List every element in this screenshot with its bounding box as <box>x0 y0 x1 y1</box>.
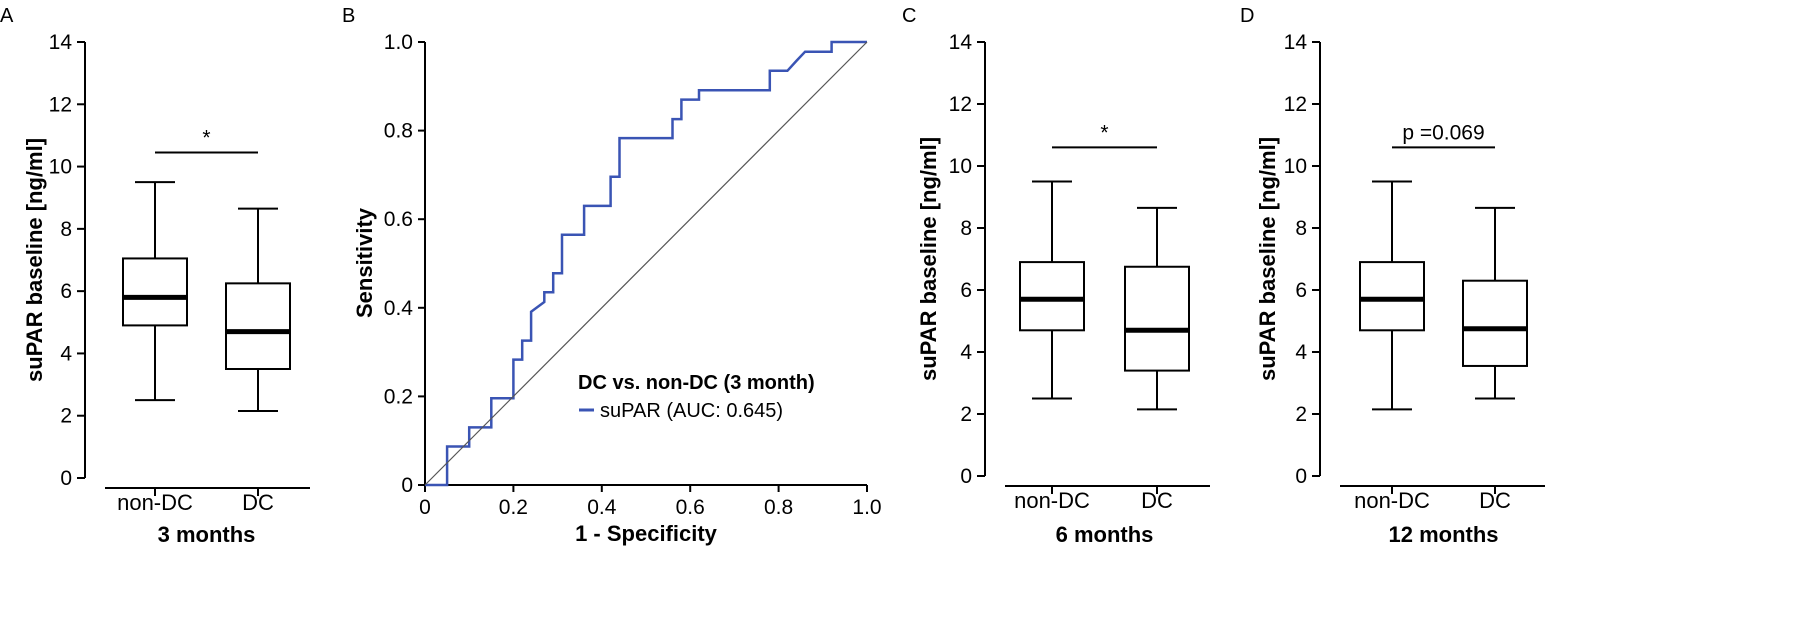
y-tick-label: 2 <box>60 405 72 428</box>
y-tick-label: 4 <box>1295 341 1307 364</box>
y-tick-label: 4 <box>960 341 972 364</box>
iqr-box <box>225 282 291 371</box>
y-tick-label: 1.0 <box>384 31 413 54</box>
box-plots <box>1019 180 1190 411</box>
panel-c: C 0 2 4 6 8 10 12 14 * non-DC DC 6 months suPAR… <box>902 5 1210 547</box>
y-tick-label: 6 <box>1295 279 1307 302</box>
panel-letter-d: D <box>1240 5 1254 27</box>
y-axis-title: suPAR baseline [ng/ml] <box>1255 137 1280 381</box>
y-tick-label: 8 <box>960 217 972 240</box>
y-tick-label: 12 <box>1284 93 1307 116</box>
y-axis-ticks: 0 2 4 6 8 10 12 14 <box>949 31 1210 494</box>
y-tick-label: 10 <box>1284 155 1307 178</box>
x-axis-title: 3 months <box>158 522 256 547</box>
category-label-non-dc: non-DC <box>1354 488 1430 513</box>
significance-bracket: * <box>1052 121 1157 149</box>
x-tick-label: 0.8 <box>764 496 793 519</box>
iqr-box <box>1359 261 1425 332</box>
y-tick-label: 4 <box>60 342 72 365</box>
y-axis-ticks: 0 2 4 6 8 10 12 14 <box>1284 31 1545 494</box>
y-tick-label: 6 <box>60 280 72 303</box>
box-dc <box>1124 206 1190 411</box>
box-dc <box>1462 206 1528 400</box>
x-tick-label: 1.0 <box>852 496 881 519</box>
y-axis-title: suPAR baseline [ng/ml] <box>22 138 47 382</box>
category-label-dc: DC <box>242 490 274 515</box>
x-axis-title: 1 - Specificity <box>575 521 718 546</box>
panel-letter-b: B <box>342 5 355 27</box>
x-axis-title: 12 months <box>1388 522 1498 547</box>
box-plots <box>122 181 291 413</box>
panel-a: A 0 2 4 6 8 10 12 14 * non-DC DC 3 months suPAR… <box>0 5 310 547</box>
y-tick-label: 14 <box>949 31 973 54</box>
legend-entry: suPAR (AUC: 0.645) <box>600 400 783 422</box>
roc-lines <box>424 40 868 487</box>
box-non-dc <box>1359 180 1425 411</box>
y-tick-label: 0 <box>60 467 72 490</box>
iqr-box <box>1124 265 1190 372</box>
roc-axes: 00 0.2 0.2 0.4 0.4 0.6 0.6 0.8 0.8 1.0 1.0 <box>384 31 882 519</box>
y-tick-label: 8 <box>60 218 72 241</box>
y-tick-label: 0 <box>401 474 413 497</box>
y-tick-label: 14 <box>49 31 73 54</box>
box-dc <box>225 207 291 413</box>
roc-reference-diagonal <box>424 41 868 486</box>
x-tick-label: 0.4 <box>587 496 617 519</box>
significance-label: * <box>1100 121 1108 144</box>
y-tick-label: 8 <box>1295 217 1307 240</box>
box-non-dc <box>122 181 188 402</box>
significance-label: p =0.069 <box>1402 121 1484 144</box>
y-axis-title: suPAR baseline [ng/ml] <box>916 137 941 381</box>
iqr-box <box>1019 261 1085 332</box>
significance-bracket: p =0.069 <box>1392 121 1495 149</box>
panel-d: D 0 2 4 6 8 10 12 14 p =0.069 non-DC DC 12 mont… <box>1240 5 1545 547</box>
y-tick-label: 0.8 <box>384 120 413 143</box>
x-tick-label: 0 <box>419 496 431 519</box>
iqr-box <box>1462 279 1528 367</box>
panel-letter-a: A <box>0 5 14 27</box>
box-non-dc <box>1019 180 1085 400</box>
category-label-dc: DC <box>1141 488 1173 513</box>
y-tick-label: 0 <box>960 465 972 488</box>
y-tick-label: 0.4 <box>384 297 414 320</box>
y-tick-label: 2 <box>1295 403 1307 426</box>
y-tick-label: 14 <box>1284 31 1308 54</box>
iqr-box <box>122 257 188 327</box>
y-axis-title: Sensitivity <box>352 207 377 318</box>
y-tick-label: 10 <box>949 155 972 178</box>
y-tick-label: 10 <box>49 156 72 179</box>
category-label-dc: DC <box>1479 488 1511 513</box>
panel-b: B 00 0.2 0.2 0.4 0.4 0.6 0.6 0.8 0.8 1.0 1.0 DC vs… <box>342 5 882 546</box>
y-tick-label: 0.2 <box>384 385 413 408</box>
y-tick-label: 0 <box>1295 465 1307 488</box>
y-tick-label: 6 <box>960 279 972 302</box>
x-axis-title: 6 months <box>1056 522 1154 547</box>
y-axis-ticks: 0 2 4 6 8 10 12 14 <box>49 31 310 496</box>
category-label-non-dc: non-DC <box>117 490 193 515</box>
category-label-non-dc: non-DC <box>1014 488 1090 513</box>
significance-label: * <box>202 127 210 150</box>
legend-title: DC vs. non-DC (3 month) <box>578 372 815 394</box>
y-tick-label: 2 <box>960 403 972 426</box>
x-tick-label: 0.2 <box>499 496 528 519</box>
box-plots <box>1359 180 1528 411</box>
roc-curve-supar <box>425 40 867 487</box>
x-tick-label: 0.6 <box>676 496 705 519</box>
y-tick-label: 12 <box>49 93 72 116</box>
significance-bracket: * <box>155 127 258 154</box>
y-tick-label: 12 <box>949 93 972 116</box>
panel-letter-c: C <box>902 5 916 27</box>
y-tick-label: 0.6 <box>384 208 413 231</box>
